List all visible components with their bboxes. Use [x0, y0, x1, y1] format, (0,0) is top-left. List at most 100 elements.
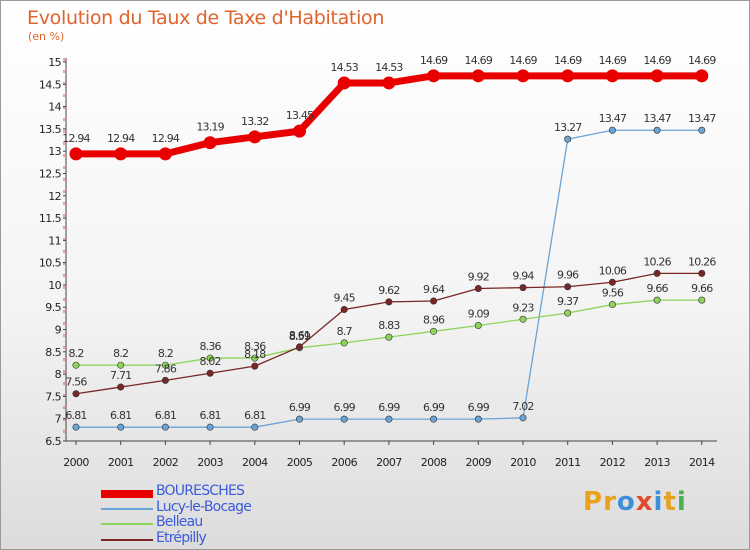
x-tick-label: 2013 [644, 456, 670, 469]
data-point [608, 126, 616, 134]
data-point [698, 269, 706, 277]
x-tick-label: 2011 [555, 456, 581, 469]
x-tick-label: 2008 [421, 456, 447, 469]
data-point [72, 423, 80, 431]
y-tick-label: 12.5 [39, 167, 62, 180]
data-point [605, 69, 619, 83]
data-label: 7.56 [65, 376, 87, 389]
x-tick-label: 2002 [153, 456, 179, 469]
x-tick-label: 2007 [376, 456, 402, 469]
data-label: 9.64 [423, 283, 445, 296]
data-label: 13.45 [286, 109, 314, 122]
data-label: 10.26 [688, 255, 716, 268]
data-label: 9.09 [468, 308, 490, 321]
data-label: 13.32 [241, 115, 269, 128]
data-label: 14.69 [688, 54, 716, 67]
x-tick-label: 2003 [197, 456, 223, 469]
data-label: 9.62 [378, 284, 399, 297]
data-point [608, 301, 616, 309]
data-point [203, 136, 217, 150]
data-label: 9.96 [557, 269, 579, 282]
proxiti-logo: Proxiti [583, 487, 687, 517]
data-label: 9.92 [468, 271, 489, 284]
data-point [519, 315, 527, 323]
legend-swatch [101, 523, 153, 525]
series-line-1 [76, 129, 702, 428]
data-point [72, 361, 80, 369]
data-label: 13.47 [643, 112, 671, 125]
data-label: 6.81 [244, 409, 265, 422]
y-tick-label: 9 [55, 324, 62, 337]
y-tick-label: 7.5 [45, 390, 61, 403]
data-point [251, 354, 259, 362]
data-labels: 6.81 6.81 6.81 6.81 6.81 6.99 6.99 6.99 6.99 6.99… [62, 54, 717, 422]
legend-swatch [101, 490, 153, 498]
data-point [251, 362, 259, 370]
chart-title: Evolution du Taux de Taxe d'Habitation [27, 7, 385, 29]
data-point [653, 126, 661, 134]
data-label: 14.69 [643, 54, 671, 67]
data-point [650, 69, 664, 83]
data-label: 12.94 [152, 132, 180, 145]
data-label: 8.2 [68, 347, 83, 360]
y-tick-label: 10.5 [39, 257, 62, 270]
x-tick-label: 2012 [600, 456, 626, 469]
data-point [340, 415, 348, 423]
logo-letter: i [676, 487, 687, 517]
data-label: 8.18 [244, 348, 266, 361]
data-point [519, 414, 527, 422]
data-label: 6.99 [423, 401, 445, 414]
data-point [206, 369, 214, 377]
data-point [430, 415, 438, 423]
data-label: 7.02 [512, 400, 533, 413]
data-point [382, 76, 396, 90]
data-label: 8.7 [337, 325, 353, 338]
data-label: 9.37 [557, 295, 579, 308]
data-label: 14.69 [465, 54, 493, 67]
data-point [337, 76, 351, 90]
data-label: 9.66 [691, 282, 713, 295]
data-point [385, 333, 393, 341]
chart-unit: (en %) [28, 30, 65, 43]
data-label: 7.86 [155, 362, 177, 375]
data-point [161, 423, 169, 431]
data-label: 10.26 [643, 255, 671, 268]
legend-swatch [101, 538, 153, 541]
data-point [564, 309, 572, 317]
data-point [340, 339, 348, 347]
y-tick-label: 8.5 [45, 346, 61, 359]
data-label: 13.27 [554, 121, 582, 134]
x-tick-label: 2001 [108, 456, 134, 469]
data-point [474, 285, 482, 293]
data-point [471, 69, 485, 83]
data-label: 12.94 [62, 132, 90, 145]
data-point [430, 327, 438, 335]
data-label: 6.81 [155, 409, 176, 422]
data-label: 6.99 [289, 401, 311, 414]
data-point [474, 322, 482, 330]
data-label: 8.02 [199, 355, 220, 368]
logo-letter: o [616, 487, 636, 517]
data-label: 13.47 [688, 112, 716, 125]
data-point [608, 278, 616, 286]
data-point [295, 415, 303, 423]
data-label: 9.66 [646, 282, 668, 295]
y-tick-label: 12 [48, 190, 61, 203]
data-point [72, 390, 80, 398]
data-label: 13.19 [196, 121, 224, 134]
data-label: 14.69 [420, 54, 448, 67]
axes: 6.577.588.599.51010.51111.51212.51313.51… [39, 56, 717, 469]
data-label: 8.36 [244, 340, 266, 353]
data-label: 8.2 [158, 347, 173, 360]
data-label: 13.47 [599, 112, 627, 125]
data-point [206, 354, 214, 362]
data-label: 7.71 [110, 369, 131, 382]
data-point [698, 296, 706, 304]
data-label: 9.23 [512, 301, 534, 314]
y-tick-label: 14 [48, 101, 61, 114]
data-point [69, 147, 83, 161]
data-point [564, 283, 572, 291]
series-points [69, 69, 709, 431]
data-label: 6.81 [65, 409, 86, 422]
data-point [653, 269, 661, 277]
